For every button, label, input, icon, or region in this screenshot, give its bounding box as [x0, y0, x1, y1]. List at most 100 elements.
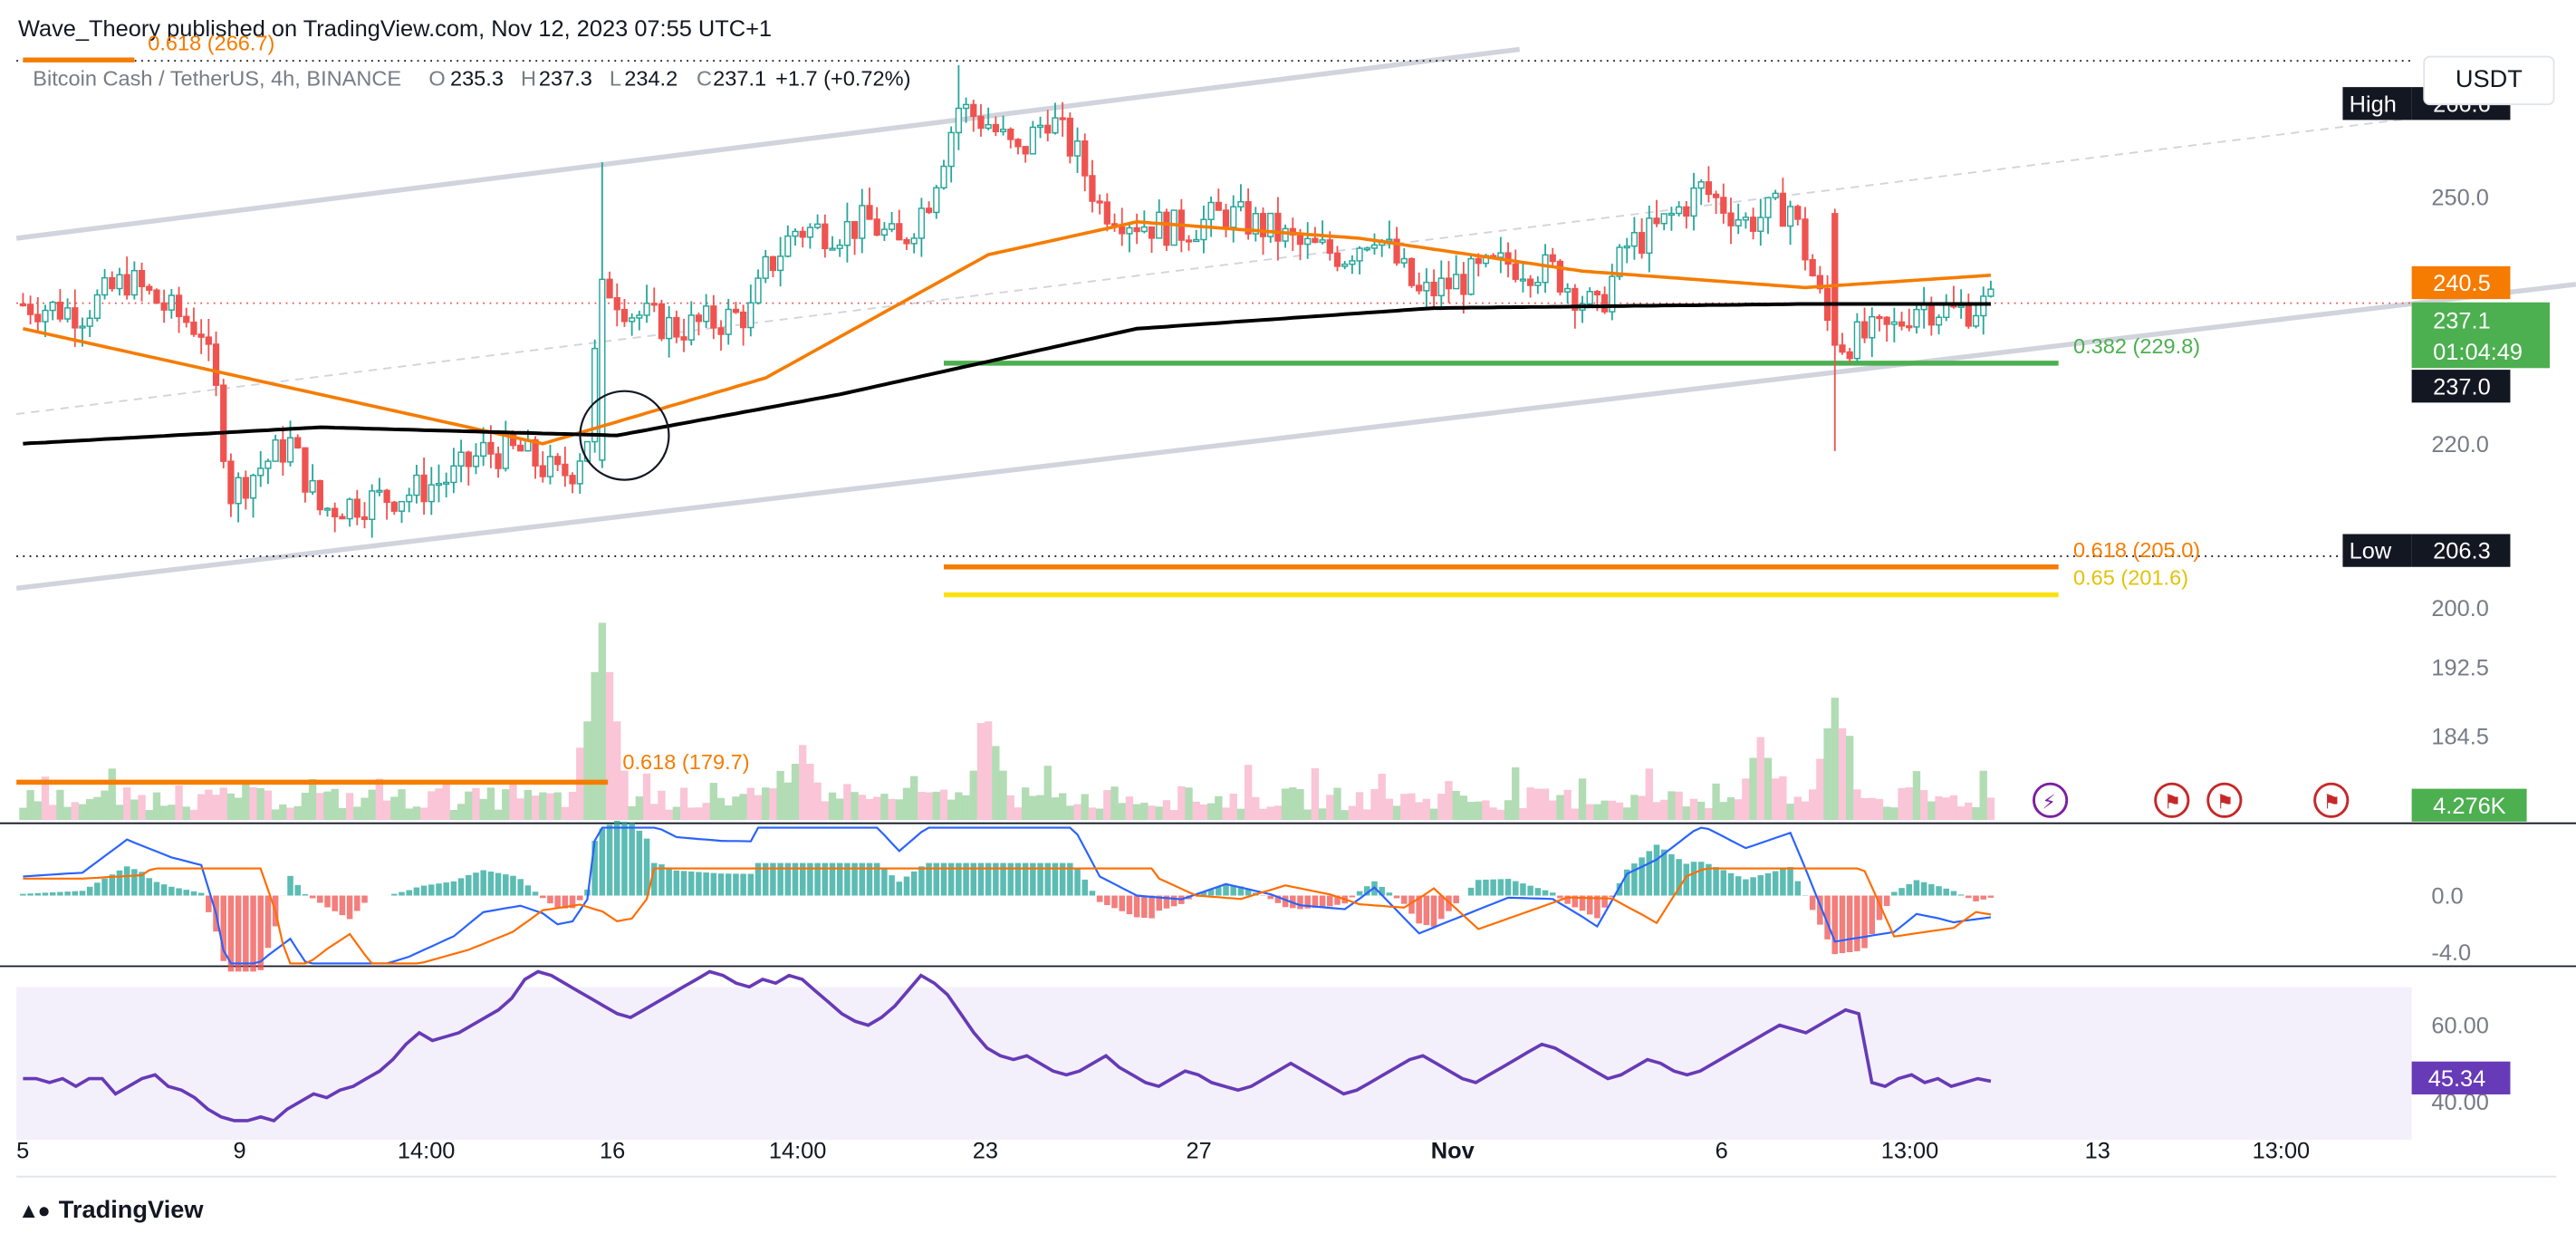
- candle-body: [1140, 226, 1148, 233]
- macd-histogram-bar: [123, 866, 130, 896]
- macd-histogram-bar: [1750, 877, 1756, 896]
- chart-canvas[interactable]: 0.382 (229.8) 0.618 (205.0) 0.65 (201.6) 0.…: [0, 0, 2576, 1183]
- candle-body: [346, 498, 353, 520]
- currency-button[interactable]: USDT: [2423, 55, 2555, 106]
- legend-change: +1.7 (+0.72%): [775, 66, 910, 90]
- volume-bar: [598, 622, 607, 821]
- volume-bar: [1215, 795, 1223, 821]
- macd-histogram-bar: [495, 872, 502, 896]
- volume-bar: [449, 810, 458, 821]
- us-flag-event-icon: ⚑: [2164, 790, 2182, 813]
- macd-histogram-bar: [1966, 895, 1972, 899]
- macd-histogram-bar: [1207, 889, 1215, 896]
- lightning-event-icon[interactable]: [2033, 782, 2069, 818]
- volume-bar: [984, 721, 993, 821]
- volume-bar: [769, 788, 777, 821]
- candle-body: [1445, 277, 1453, 290]
- ema-slow-line[interactable]: [23, 302, 1991, 446]
- candle-body: [1675, 206, 1683, 215]
- ema-fast-line[interactable]: [22, 220, 1992, 446]
- candle-body: [138, 269, 146, 287]
- macd-histogram-bar: [480, 870, 486, 896]
- legend-c-label: C: [697, 66, 712, 90]
- macd-histogram-bar: [361, 895, 368, 903]
- volume-bar: [1266, 806, 1274, 821]
- candle-body: [1207, 201, 1215, 220]
- volume-bar: [1504, 800, 1513, 821]
- macd-histogram-bar: [977, 862, 985, 896]
- volume-bar: [1912, 771, 1921, 821]
- volume-bar: [1586, 804, 1594, 821]
- candle-body: [970, 103, 977, 118]
- candle-body: [1453, 274, 1460, 290]
- volume-bar: [902, 787, 911, 821]
- candle-body: [1341, 263, 1349, 267]
- macd-histogram-bar: [933, 862, 940, 896]
- candle-body: [1653, 217, 1660, 225]
- candle-body: [1170, 209, 1177, 246]
- macd-histogram-bar: [42, 892, 49, 896]
- volume-bar: [1779, 776, 1787, 821]
- candle-body: [1230, 206, 1237, 228]
- macd-histogram-bar: [524, 885, 532, 896]
- volume-bar: [762, 787, 770, 821]
- candle-body: [703, 305, 710, 323]
- candle-body: [220, 384, 227, 462]
- volume-bar: [56, 789, 64, 821]
- macd-histogram-bar: [49, 891, 56, 896]
- macd-histogram-bar: [1676, 859, 1682, 896]
- volume-bar: [725, 805, 733, 821]
- volume-bar: [49, 805, 57, 821]
- candle-body: [272, 438, 279, 462]
- volume-bar: [93, 796, 101, 821]
- macd-histogram-bar: [629, 823, 635, 896]
- candle-body: [1200, 218, 1207, 241]
- candle-body: [1712, 193, 1720, 198]
- volume-bar: [1058, 793, 1067, 821]
- candle-body: [1386, 238, 1393, 242]
- macd-histogram-bar: [851, 862, 858, 896]
- us-flag-event-icon[interactable]: [2206, 782, 2243, 818]
- candle-body: [1572, 287, 1579, 311]
- macd-histogram-bar: [829, 862, 836, 896]
- us-flag-event-icon: ⚑: [2323, 790, 2341, 813]
- candle-body: [1519, 278, 1527, 282]
- channel-upper-line[interactable]: [15, 46, 1521, 241]
- channel-lower-line[interactable]: [15, 282, 2576, 592]
- volume-bar: [197, 794, 206, 821]
- us-flag-event-icon[interactable]: [2154, 782, 2190, 818]
- volume-bar: [101, 790, 109, 821]
- candle-body: [487, 441, 495, 455]
- volume-bar: [783, 782, 792, 821]
- volume-bar: [962, 795, 970, 821]
- macd-histogram-bar: [34, 892, 42, 896]
- candle-body: [680, 336, 687, 341]
- macd-histogram-bar: [1133, 895, 1140, 918]
- volume-bar: [635, 796, 644, 821]
- volume-bar: [419, 807, 428, 821]
- macd-histogram-bar: [86, 886, 93, 896]
- volume-bar: [1875, 798, 1884, 821]
- candle-body: [695, 314, 703, 323]
- volume-bar: [1972, 807, 1980, 821]
- candle-body: [1846, 351, 1853, 360]
- volume-bar: [1355, 792, 1364, 821]
- volume-bar: [620, 770, 629, 821]
- macd-line[interactable]: [23, 826, 1992, 965]
- macd-histogram-bar: [1861, 895, 1868, 949]
- volume-bar: [672, 806, 681, 821]
- channel-mid-line[interactable]: [16, 117, 2412, 415]
- footer-brand[interactable]: ▲● TradingView: [18, 1196, 204, 1224]
- volume-bar: [1786, 804, 1794, 821]
- candle-body: [443, 481, 450, 485]
- candle-body: [1312, 237, 1319, 244]
- macd-histogram-bar: [703, 872, 709, 896]
- us-flag-event-icon[interactable]: [2313, 782, 2350, 818]
- rsi-line[interactable]: [23, 969, 1992, 1123]
- macd-histogram-bar: [680, 871, 687, 896]
- macd-signal-line[interactable]: [23, 867, 1992, 965]
- volume-bar: [1118, 803, 1126, 821]
- volume-bar: [26, 790, 34, 821]
- volume-bar: [553, 792, 562, 821]
- macd-histogram-bar: [836, 862, 843, 896]
